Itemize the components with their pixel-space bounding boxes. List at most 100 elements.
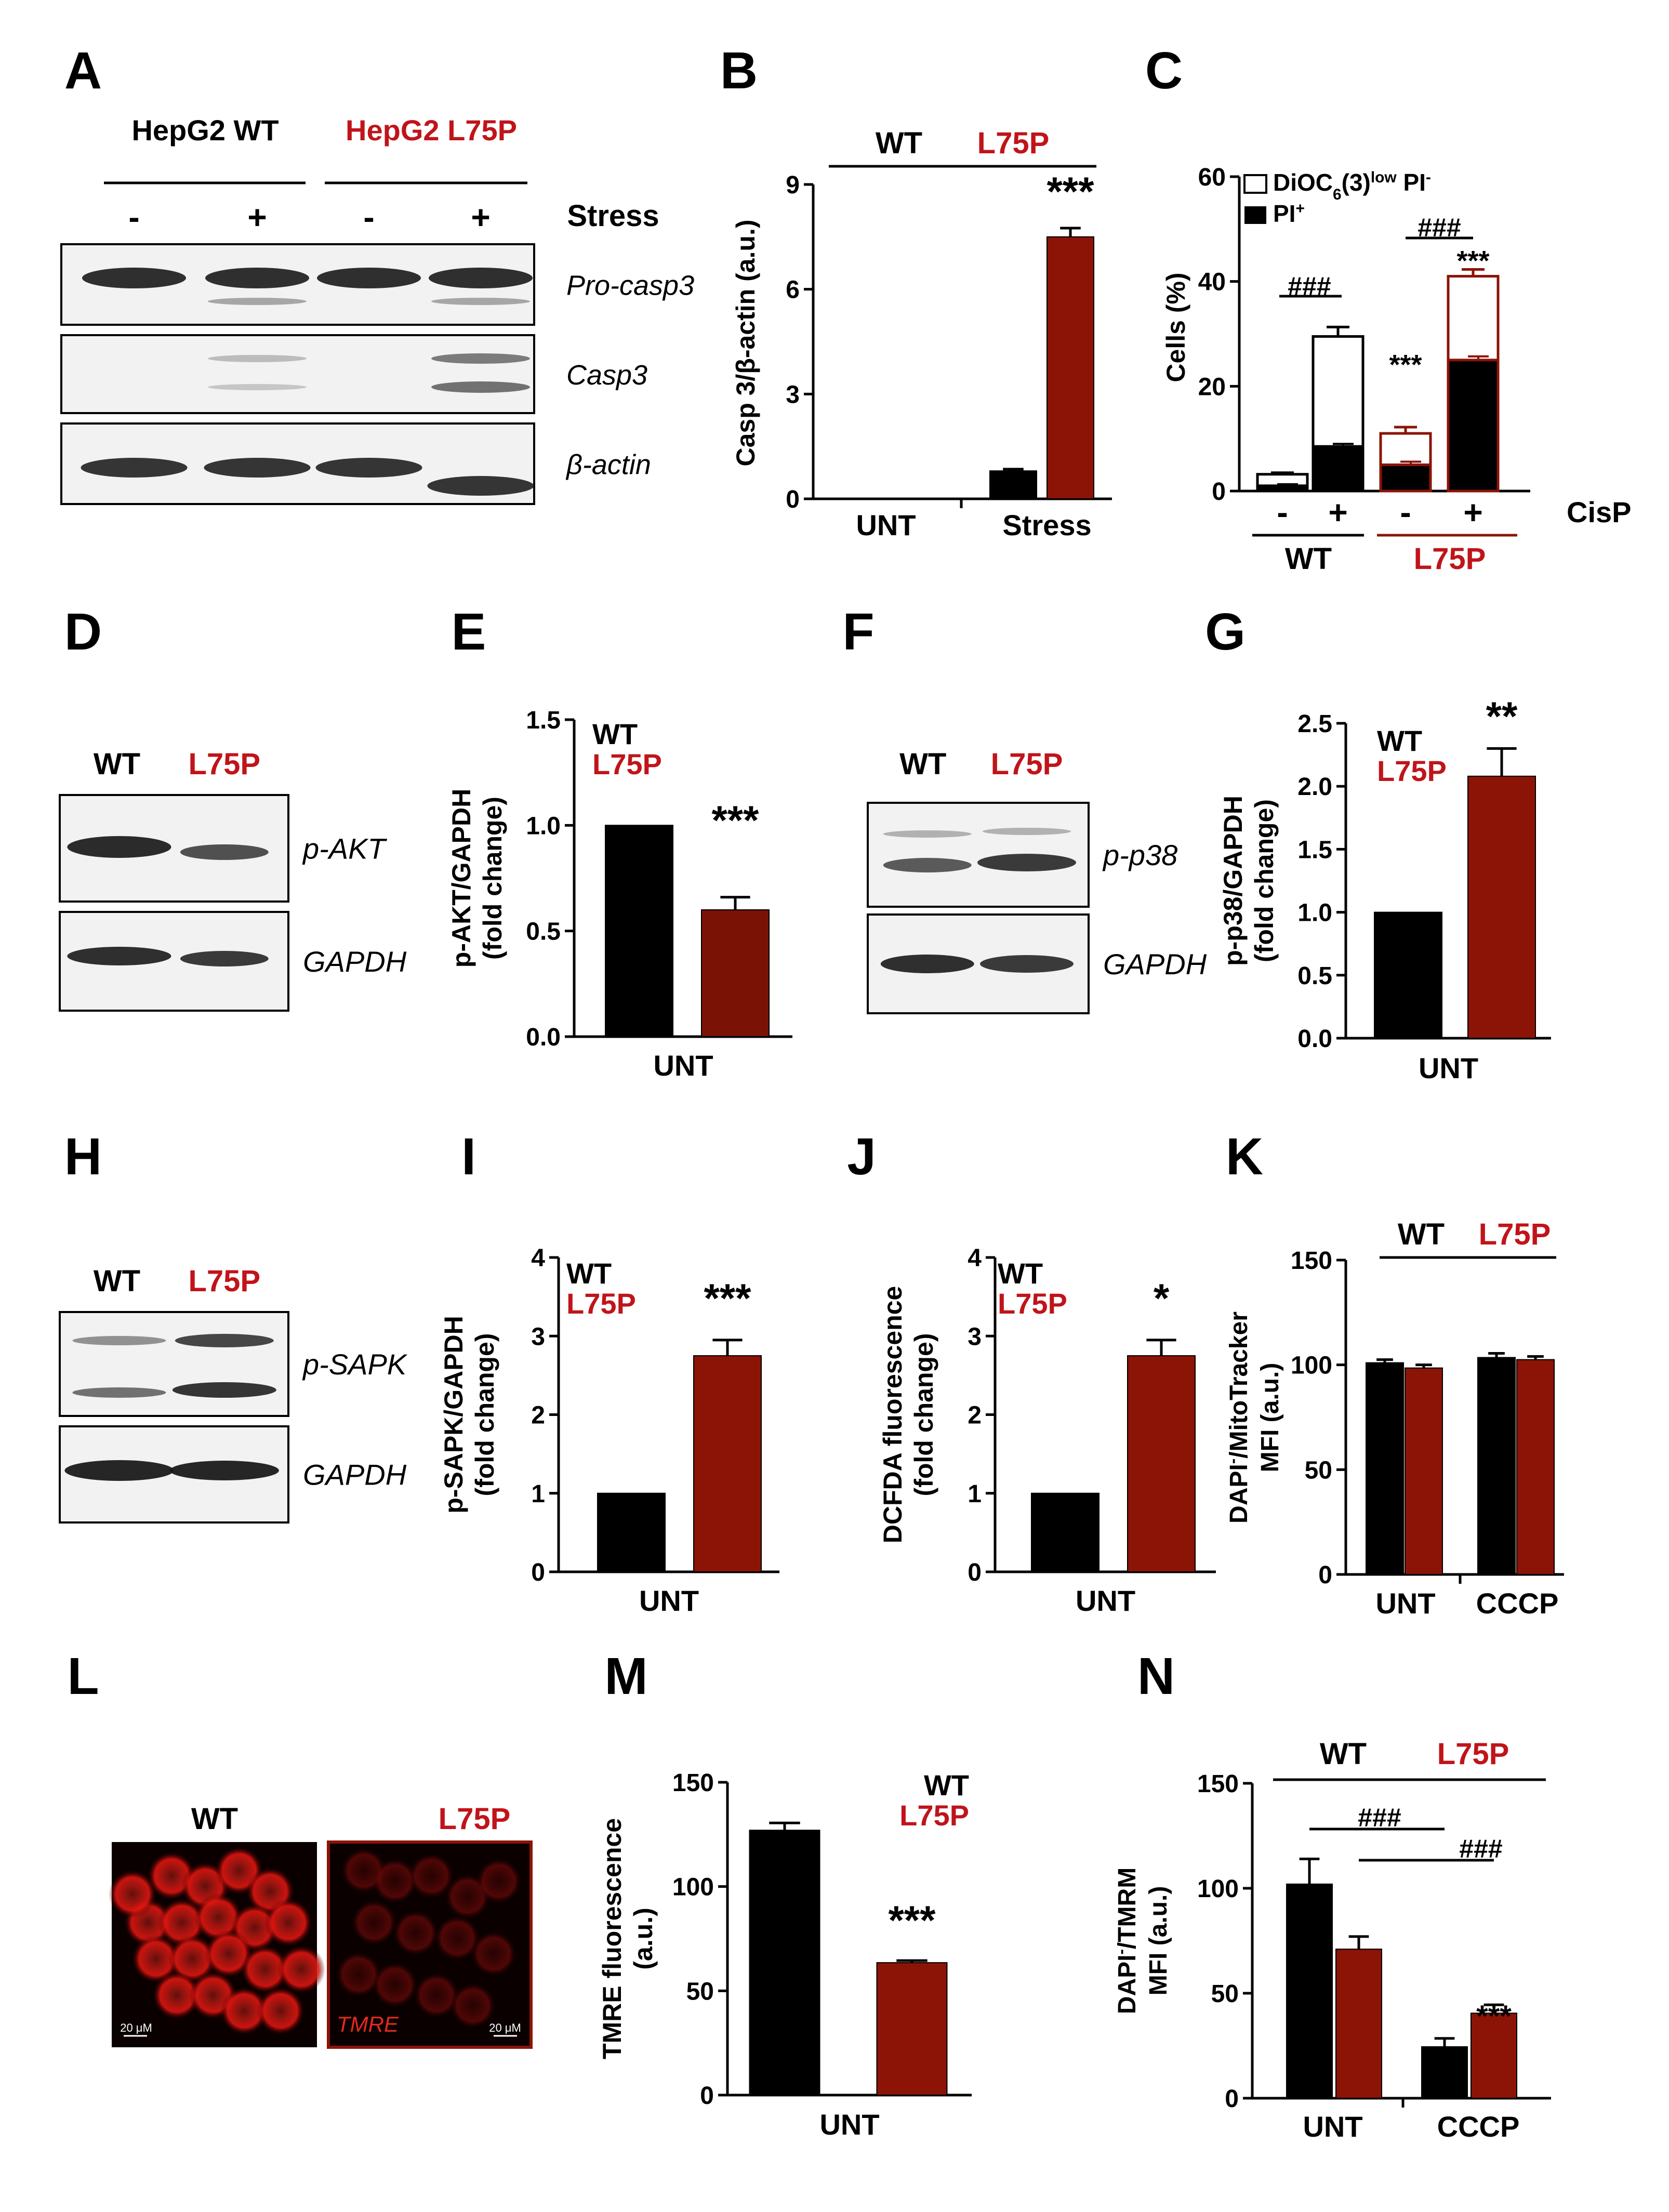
header-N-wt: WT: [1320, 1737, 1367, 1771]
tick-label-N: 100: [1197, 1875, 1239, 1903]
y-label-C: Cells (%): [1161, 272, 1190, 382]
blot-A-band-casp3: [208, 355, 307, 362]
blot-blot_H-band: [64, 1460, 174, 1481]
x-label-B: Stress: [1002, 509, 1091, 541]
tick-label-K: 0: [1318, 1561, 1332, 1589]
panel-letter-G: G: [1205, 603, 1246, 661]
image-L-wt-cell: [109, 1870, 156, 1918]
bar-C-open: [1379, 432, 1432, 467]
panel-letter-L: L: [67, 1647, 99, 1705]
image-L-wt-cell: [277, 1945, 325, 1993]
tick-label-N: 50: [1211, 1980, 1239, 2008]
y-label-K: DAPI-/MitoTracker: [1224, 1312, 1253, 1524]
legend-I-mut: L75P: [566, 1287, 636, 1320]
x-sign-C: -: [1400, 494, 1411, 531]
bar-C-filled: [1379, 463, 1432, 493]
header-K-wt: WT: [1398, 1217, 1445, 1251]
tick-label-C: 60: [1198, 164, 1226, 191]
tick-label-B: 0: [786, 486, 800, 513]
group-label-C-mut: L75P: [1414, 542, 1486, 576]
blot-A-band-actin: [81, 458, 188, 478]
tick-label-G: 0.0: [1297, 1025, 1332, 1053]
blot-A-band-actin: [427, 476, 534, 496]
annotation-N-hash-1: ###: [1358, 1803, 1401, 1832]
blot-A-band-procasp3: [317, 268, 421, 288]
blot-blot_F-band: [880, 955, 974, 973]
image-L-mut-cell: [393, 1910, 439, 1956]
blot-A-sign: -: [128, 198, 139, 236]
blot-A-band-procasp3: [429, 268, 533, 288]
blot-blot_F-row-label: GAPDH: [1103, 948, 1207, 981]
bar-I-mut: [693, 1355, 762, 1572]
tick-label-J: 4: [968, 1244, 982, 1272]
y-label-I: p-SAPK/GAPDH: [439, 1316, 468, 1514]
annotation-B: ***: [1047, 168, 1094, 214]
y-label-B: Casp 3/β-actin (a.u.): [731, 219, 760, 466]
image-L-wt-cell: [168, 1935, 216, 1983]
panel-letter-N: N: [1137, 1647, 1175, 1705]
bar-M-mut: [876, 1962, 948, 2096]
y-label-N-part: /TMRM: [1114, 1867, 1141, 1949]
legend-E-wt: WT: [592, 718, 638, 750]
annotation-N-star: ***: [1476, 1999, 1512, 2033]
y-label-N-part: DAPI: [1114, 1955, 1141, 2015]
blot-blot_F-band: [883, 858, 972, 872]
blot-A-sign: -: [363, 198, 374, 236]
blot-blot_H-lane-wt: WT: [94, 1264, 140, 1298]
blot-blot_D-band: [180, 844, 269, 860]
image-L-label-mut: L75P: [439, 1802, 511, 1836]
bar-E-mut: [701, 909, 770, 1037]
image-L-wt-cell: [264, 1899, 312, 1946]
bar-I-wt: [597, 1492, 666, 1572]
y-label-E: p-AKT/GAPDH: [447, 789, 476, 968]
x-sign-C: -: [1277, 494, 1288, 531]
bar-J-mut: [1127, 1355, 1196, 1572]
image-L-mut-cell: [434, 1915, 480, 1961]
tick-label-E: 1.0: [526, 812, 561, 840]
x-label-J: UNT: [1076, 1584, 1135, 1617]
annotation-C-star-1: ***: [1389, 349, 1422, 380]
blot-blot_H-row-label: GAPDH: [303, 1459, 407, 1491]
image-L-wt-cell: [220, 1987, 268, 2035]
panel-letter-F: F: [842, 603, 874, 661]
x-label-I: UNT: [639, 1584, 699, 1617]
tick-label-B: 3: [786, 381, 800, 408]
tick-label-K: 50: [1305, 1456, 1332, 1484]
blot-A-band-actin: [315, 458, 422, 478]
tick-label-G: 1.5: [1297, 836, 1332, 864]
blot-A-band-procasp3: [205, 268, 309, 288]
tick-label-J: 3: [968, 1323, 982, 1350]
image-L-mut-cell: [414, 1972, 459, 2018]
y-label-G: (fold change): [1250, 799, 1279, 962]
tick-label-G: 2.0: [1297, 773, 1332, 801]
tick-label-M: 150: [672, 1769, 714, 1797]
legend-C-label-open-part: low: [1371, 169, 1397, 186]
blot-A-row-label: β-actin: [565, 449, 651, 481]
y-label-M: TMRE fluorescence: [598, 1818, 627, 2059]
annotation-G: **: [1486, 693, 1518, 739]
blot-blot_F-lane-mut: L75P: [991, 747, 1063, 781]
bar-K-mut: [1405, 1367, 1443, 1575]
image-L-mut-cell: [351, 1900, 397, 1945]
x-sign-C: +: [1328, 494, 1347, 531]
tick-label-G: 2.5: [1297, 710, 1332, 738]
image-L-scale-mut: 20 μM: [489, 2021, 521, 2034]
panel-letter-J: J: [847, 1128, 876, 1186]
header-N-mut: L75P: [1437, 1737, 1509, 1771]
tick-label-I: 1: [531, 1480, 545, 1508]
x-label-N: UNT: [1303, 2110, 1362, 2143]
blot-blot_F-membrane: [867, 802, 1090, 908]
tick-label-C: 20: [1198, 373, 1226, 401]
y-label-E: (fold change): [478, 797, 507, 960]
bar-N-mut: [1335, 1949, 1382, 2099]
tick-label-E: 1.5: [526, 707, 561, 734]
y-label-G: p-p38/GAPDH: [1218, 796, 1248, 966]
blot-A-sign: +: [471, 198, 490, 236]
bar-N-wt: [1286, 1883, 1333, 2099]
legend-G-mut: L75P: [1377, 754, 1447, 787]
x-label-B: UNT: [856, 509, 916, 541]
blot-blot_F-band: [977, 854, 1076, 871]
blot-blot_D-lane-wt: WT: [94, 747, 140, 781]
blot-A-band-procasp3-minor: [208, 298, 307, 305]
annotation-C-star-2: ***: [1456, 245, 1489, 276]
